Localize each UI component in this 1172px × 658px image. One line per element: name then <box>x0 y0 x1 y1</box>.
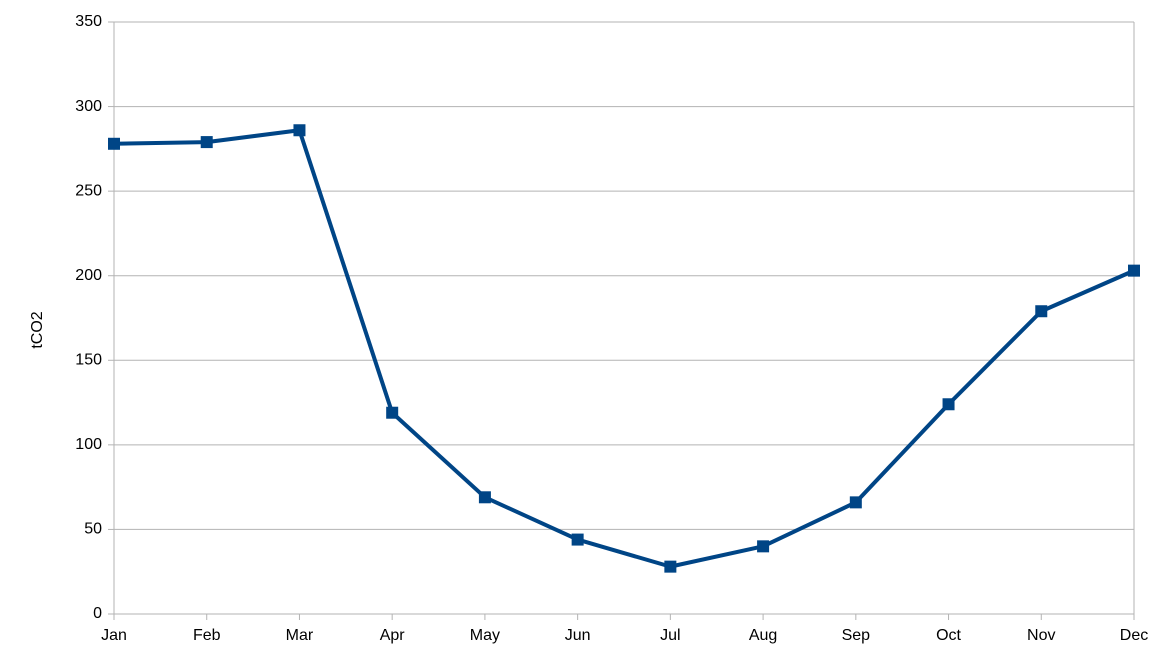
point-marker <box>942 398 955 411</box>
x-tick-label: May <box>470 627 500 644</box>
y-tick-label: 250 <box>75 182 102 199</box>
y-tick-label: 100 <box>75 436 102 453</box>
y-tick-label: 200 <box>75 267 102 284</box>
x-tick-label: Sep <box>842 627 871 644</box>
point-marker <box>386 406 399 419</box>
y-tick-label: 50 <box>84 521 102 538</box>
x-tick-label: Nov <box>1027 627 1055 644</box>
point-marker <box>108 137 120 150</box>
point-marker <box>664 560 677 573</box>
point-marker <box>757 540 770 553</box>
y-tick-label: 150 <box>75 352 102 369</box>
point-marker <box>571 533 584 546</box>
point-marker <box>1128 264 1140 277</box>
y-tick-label: 350 <box>75 13 102 30</box>
point-marker <box>1035 305 1048 318</box>
x-tick-label: Apr <box>380 627 406 644</box>
x-tick-label: Aug <box>749 627 777 644</box>
x-tick-label: Jan <box>101 627 127 644</box>
y-axis-label: tCO2 <box>29 311 46 348</box>
y-tick-label: 0 <box>93 605 102 622</box>
x-tick-label: Jun <box>565 627 591 644</box>
x-tick-label: Feb <box>193 627 221 644</box>
point-marker <box>478 491 491 504</box>
point-marker <box>293 124 306 137</box>
point-marker <box>849 496 862 509</box>
x-tick-label: Mar <box>286 627 314 644</box>
point-marker <box>200 136 213 149</box>
series-line <box>113 128 1135 569</box>
x-tick-label: Dec <box>1120 627 1148 644</box>
x-tick-label: Oct <box>936 627 961 644</box>
y-tick-label: 300 <box>75 98 102 115</box>
x-tick-label: Jul <box>660 627 680 644</box>
